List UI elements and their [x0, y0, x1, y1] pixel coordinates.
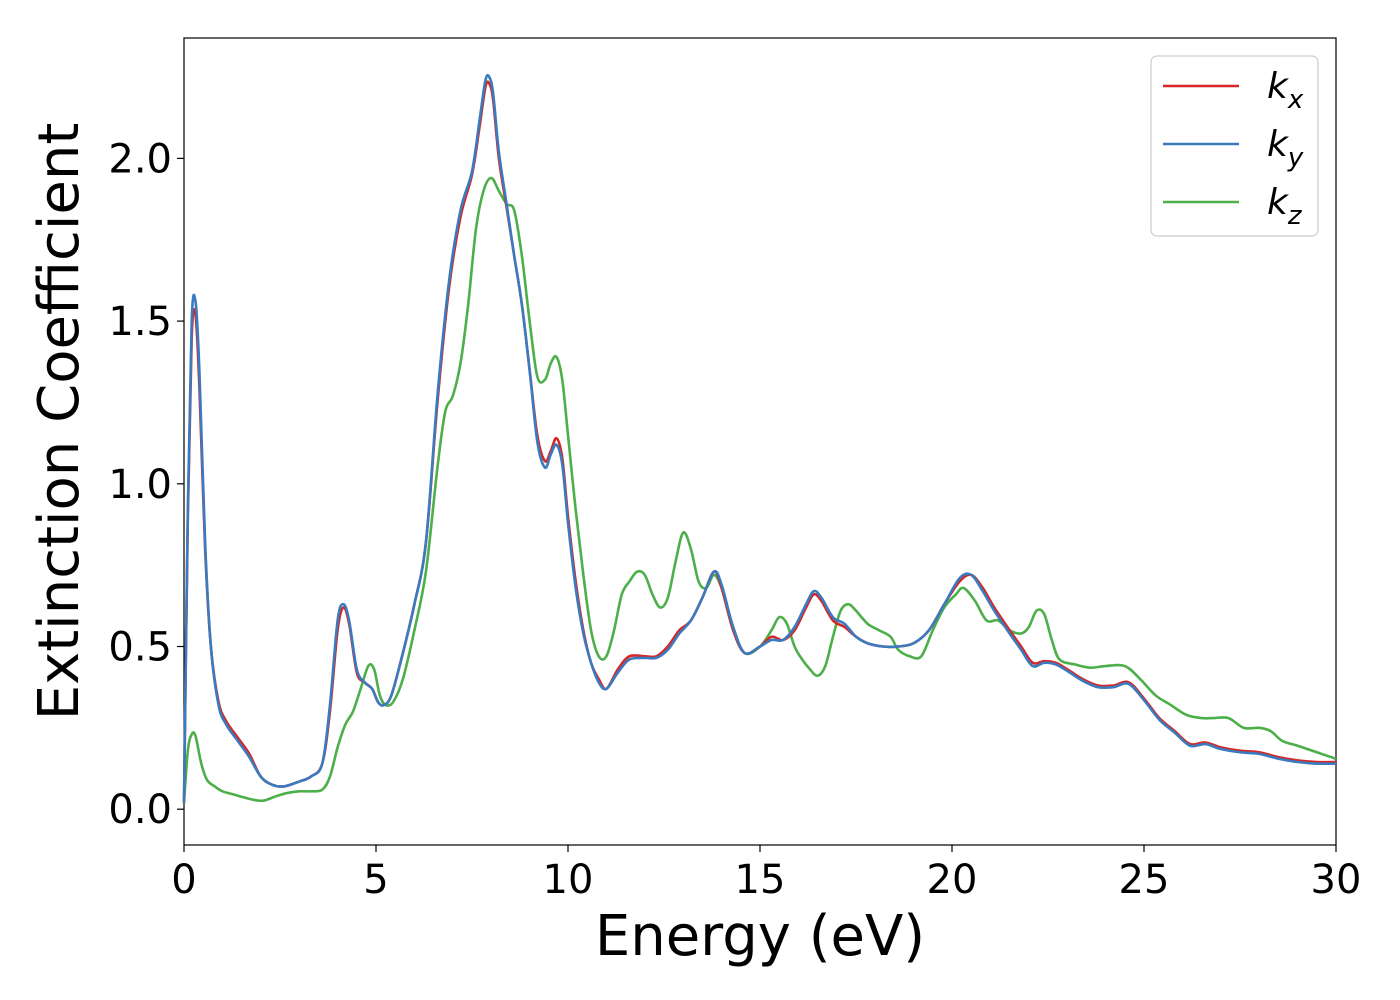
legend-label-ky: ky	[1267, 124, 1304, 173]
x-tick-label: 15	[735, 857, 786, 903]
legend-label-subscript: x	[1287, 85, 1304, 115]
y-axis-ticks: 0.0 0.5 1.0 1.5 2.0	[108, 136, 184, 833]
legend-label-subscript: z	[1287, 201, 1303, 231]
series-line-kz	[182, 176, 1337, 803]
y-tick-label: 1.0	[108, 462, 172, 508]
legend-label-main: k	[1267, 124, 1290, 165]
legend-label-subscript: y	[1287, 143, 1304, 173]
x-tick-label: 25	[1119, 857, 1170, 903]
legend-box	[1150, 55, 1319, 237]
x-axis-ticks: 0 5 10 15 20 25 30	[171, 845, 1361, 903]
legend-label-main: k	[1267, 66, 1290, 107]
y-tick-label: 2.0	[108, 136, 172, 182]
x-tick-label: 5	[363, 857, 388, 903]
x-tick-label: 30	[1311, 857, 1362, 903]
y-axis-label: Extinction Coefficient	[27, 123, 92, 721]
x-tick-label: 0	[171, 857, 196, 903]
x-tick-label: 10	[543, 857, 594, 903]
x-tick-label: 20	[927, 857, 978, 903]
y-tick-label: 0.5	[108, 625, 172, 671]
y-tick-label: 0.0	[108, 787, 172, 833]
series-line-ky	[182, 73, 1337, 803]
legend-label-kz: kz	[1267, 182, 1303, 231]
x-axis-label: Energy (eV)	[595, 904, 925, 969]
legend-label-kx: kx	[1267, 66, 1304, 115]
legend-label-main: k	[1267, 182, 1290, 223]
series-lines	[182, 73, 1337, 803]
y-tick-label: 1.5	[108, 299, 172, 345]
